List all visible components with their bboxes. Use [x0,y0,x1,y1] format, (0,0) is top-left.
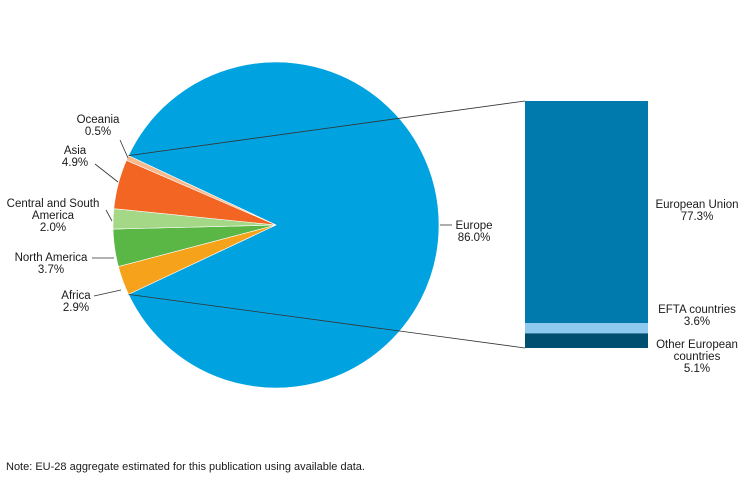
leader-africa [93,289,122,297]
leader-central-and-south-america [105,209,113,222]
pie-to-bar-connectors [128,100,526,349]
label-europe: Europe 86.0% [455,220,492,244]
pie-slice-oceania [126,155,277,226]
bar-segment-other-european-countries [525,333,648,348]
connector-top [128,100,526,156]
label-africa: Africa 2.9% [61,290,91,314]
label-other-european-countries: Other European countries 5.1% [656,339,738,375]
leader-asia [94,163,119,183]
label-oceania: Oceania 0.5% [77,114,120,138]
pie-chart [112,61,440,389]
label-asia: Asia 4.9% [62,145,88,169]
label-central-and-south-america: Central and South America 2.0% [7,198,100,234]
label-european-union: European Union 77.3% [655,199,738,223]
breakdown-bar [525,101,648,348]
leader-oceania [119,139,129,159]
connector-bottom [128,294,526,349]
label-efta-countries: EFTA countries 3.6% [658,304,736,328]
label-north-america: North America 3.7% [15,252,88,276]
pie-slice-europe [128,61,440,389]
bar-segment-european-union [525,101,648,324]
chart-labels: Europe 86.0% Africa 2.9% North America 3.7% Ce… [7,114,739,375]
footnote: Note: EU-28 aggregate estimated for this… [6,461,365,473]
bar-segment-efta-countries [525,323,648,334]
